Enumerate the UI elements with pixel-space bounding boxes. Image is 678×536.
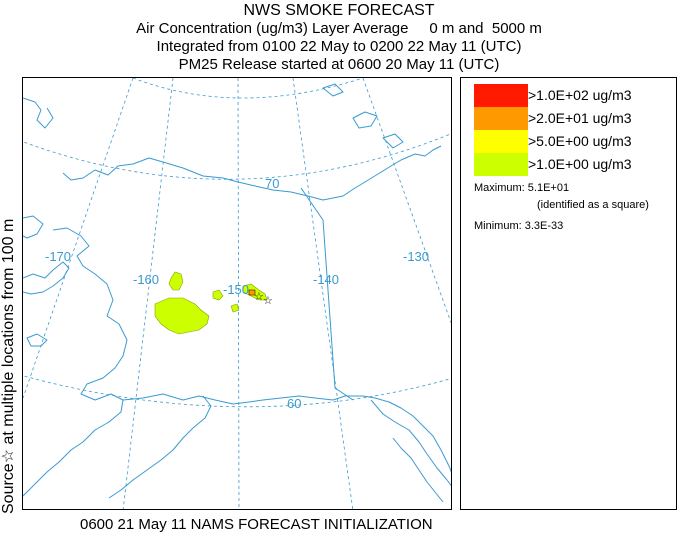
maximum-note: (identified as a square) — [537, 199, 649, 211]
lon-label-160: -160 — [133, 272, 159, 287]
source-height-label: Source☆ at multiple locations from 100 m — [0, 218, 17, 514]
lon-label-130: -130 — [403, 249, 429, 264]
lon-label-170: -170 — [45, 249, 71, 264]
lon-line-140 — [292, 78, 354, 509]
smoke-plume-east-1 — [212, 289, 224, 301]
legend-swatch-2 — [474, 107, 528, 130]
lat-line-60 — [23, 375, 451, 408]
minimum-value: Minimum: 3.3E-33 — [474, 220, 564, 232]
smoke-plume-main — [154, 297, 210, 335]
alaska-map: ☆ ☆ -170 -160 -150 -140 -130 70 60 — [23, 78, 451, 509]
legend-label-2: >2.0E+01 ug/m3 — [528, 110, 632, 126]
forecast-initialization: 0600 21 May 11 NAMS FORECAST INITIALIZAT… — [80, 516, 433, 533]
subtitle-integration-period: Integrated from 0100 22 May to 0200 22 M… — [156, 38, 522, 55]
lon-label-150: -150 — [223, 282, 249, 297]
bering-inset — [23, 215, 44, 239]
lat-line-80 — [132, 78, 364, 99]
subtitle-release-start: PM25 Release started at 0600 20 May 11 (… — [178, 56, 500, 73]
southeast-coast — [370, 399, 451, 503]
legend-label-1: >1.0E+02 ug/m3 — [528, 87, 632, 103]
lon-label-140: -140 — [313, 272, 339, 287]
legend-swatch-3 — [474, 130, 528, 153]
lat-label-70: 70 — [265, 176, 279, 191]
smoke-plume-east-2 — [230, 303, 240, 313]
lon-line-130 — [362, 78, 451, 324]
coastline — [23, 83, 451, 503]
lat-line-70 — [23, 133, 451, 180]
maximum-value: Maximum: 5.1E+01 — [474, 182, 570, 194]
seward-peninsula — [23, 261, 70, 295]
graticule — [23, 78, 451, 509]
legend-panel: >1.0E+02 ug/m3 >2.0E+01 ug/m3 >5.0E+00 u… — [460, 77, 677, 510]
legend-swatch-1 — [474, 84, 528, 107]
lon-line-170 — [23, 78, 134, 399]
chukotka-coast — [23, 97, 54, 129]
yukon-canada-border — [300, 187, 354, 401]
smoke-plume-north — [168, 271, 184, 291]
legend-label-3: >5.0E+00 ug/m3 — [528, 133, 632, 149]
kenai-coast — [108, 395, 212, 499]
lon-line-160 — [122, 78, 174, 509]
lon-line-150 — [237, 78, 240, 509]
legend-swatch-4 — [474, 153, 528, 176]
st-lawrence-island — [26, 333, 48, 347]
legend-label-4: >1.0E+00 ug/m3 — [528, 156, 632, 172]
arctic-islands — [322, 83, 404, 149]
source-star-2: ☆ — [263, 295, 273, 307]
map-panel: ☆ ☆ -170 -160 -150 -140 -130 70 60 — [22, 77, 452, 510]
source-star-1: ☆ — [254, 291, 264, 303]
subtitle-concentration: Air Concentration (ug/m3) Layer Average … — [136, 20, 542, 37]
map-title: NWS SMOKE FORECAST — [243, 2, 435, 19]
maximum-square-marker — [248, 289, 256, 296]
lat-label-60: 60 — [287, 396, 301, 411]
smoke-plumes: ☆ ☆ — [154, 271, 273, 335]
alaska-coast — [23, 145, 451, 497]
